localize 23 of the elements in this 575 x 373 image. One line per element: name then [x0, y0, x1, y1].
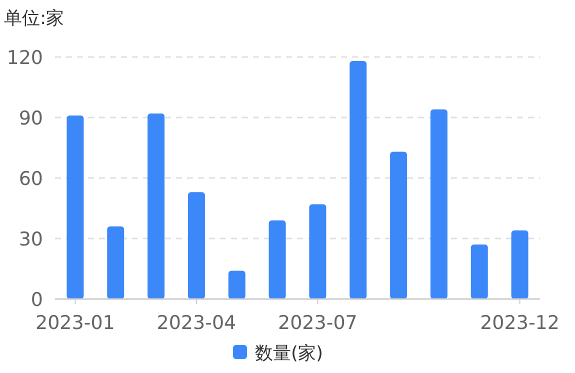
- x-tick-label: 2023-07: [278, 312, 358, 334]
- bar: [107, 226, 124, 299]
- y-tick-label: 0: [30, 289, 43, 311]
- bar: [268, 220, 286, 299]
- y-axis-title: 单位:家: [4, 8, 64, 29]
- x-tick-label: 2023-01: [36, 312, 115, 334]
- bar: [511, 230, 528, 299]
- y-tick-label: 120: [6, 47, 43, 69]
- bar: [430, 109, 448, 299]
- bar: [228, 270, 246, 299]
- bar: [350, 61, 367, 299]
- bar: [470, 244, 488, 299]
- bar: [309, 204, 326, 299]
- y-tick-label: 30: [18, 228, 43, 250]
- y-tick-label: 60: [18, 168, 43, 190]
- bar: [390, 152, 408, 299]
- bar: [188, 192, 205, 299]
- x-tick-label: 2023-12: [480, 312, 560, 334]
- legend-label: 数量(家): [255, 343, 324, 364]
- bar: [148, 113, 165, 299]
- y-tick-label: 90: [18, 108, 43, 130]
- bar: [66, 115, 84, 299]
- x-tick-label: 2023-04: [156, 312, 236, 334]
